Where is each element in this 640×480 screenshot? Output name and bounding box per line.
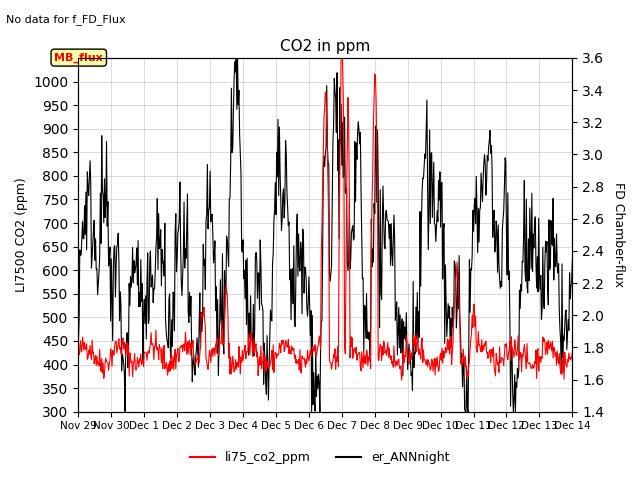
Text: MB_flux: MB_flux bbox=[54, 52, 103, 63]
Text: No data for f_FD_Flux: No data for f_FD_Flux bbox=[6, 14, 126, 25]
Legend: li75_co2_ppm, er_ANNnight: li75_co2_ppm, er_ANNnight bbox=[186, 446, 454, 469]
Y-axis label: FD Chamber-flux: FD Chamber-flux bbox=[612, 182, 625, 288]
Y-axis label: LI7500 CO2 (ppm): LI7500 CO2 (ppm) bbox=[15, 178, 28, 292]
Title: CO2 in ppm: CO2 in ppm bbox=[280, 39, 371, 54]
